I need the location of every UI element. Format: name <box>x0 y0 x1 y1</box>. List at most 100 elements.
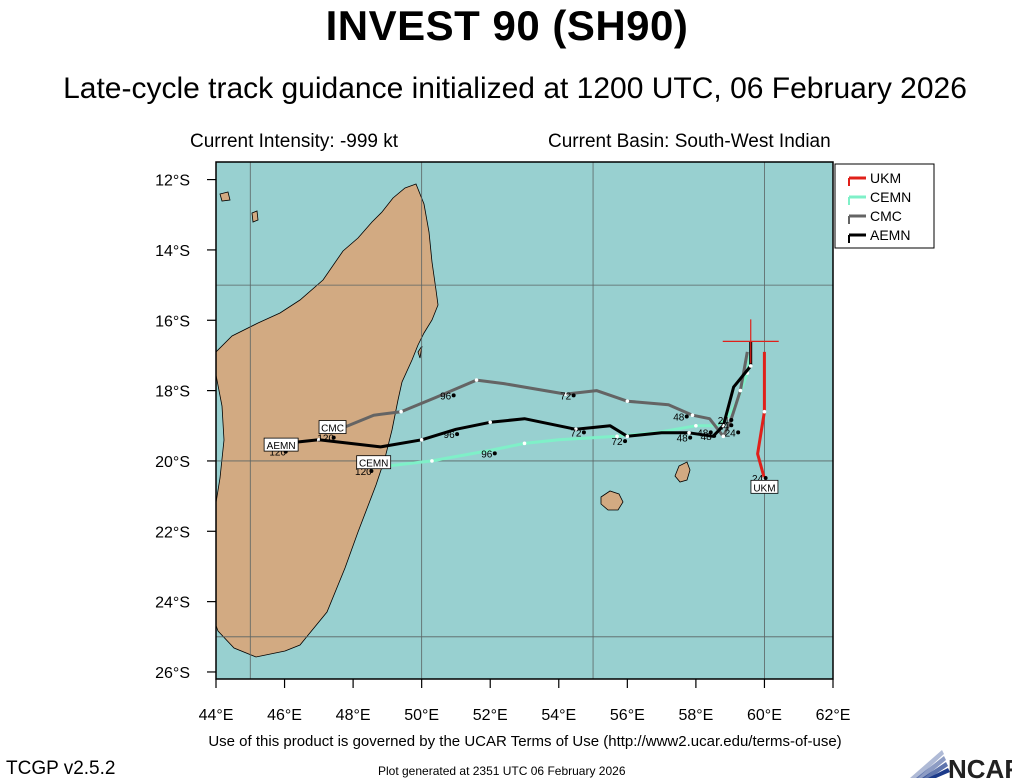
lon-tick-label: 56°E <box>610 707 645 724</box>
lat-tick-label: 24°S <box>155 595 190 612</box>
forecast-hour-dot <box>729 418 734 423</box>
forecast-hour-label: 48 <box>697 428 709 439</box>
forecast-hour-label: 120 <box>355 467 372 478</box>
track-point-aemn <box>488 420 493 425</box>
track-ukm <box>756 351 766 479</box>
lon-tick-label: 46°E <box>267 707 302 724</box>
forecast-hour-label: 120 <box>317 434 334 445</box>
model-end-label: CMC <box>321 424 344 435</box>
current-position-marker <box>722 319 779 364</box>
forecast-hour-dot <box>684 414 689 419</box>
track-aemn <box>284 341 753 449</box>
track-point-aemn <box>748 364 753 368</box>
ncar-logo-text: NCAR <box>948 754 1012 780</box>
track-point-aemn <box>419 438 424 442</box>
track-point-cmc <box>474 378 479 382</box>
forecast-hour-dot <box>763 476 768 481</box>
track-point-aemn <box>625 434 630 439</box>
forecast-hour-label: 48 <box>673 413 685 424</box>
lat-tick-label: 16°S <box>155 313 190 330</box>
mayotte-island <box>251 210 259 223</box>
forecast-hour-dot <box>688 435 693 440</box>
forecast-hour-dot <box>369 469 374 474</box>
lon-tick-label: 50°E <box>404 707 439 724</box>
model-end-label: UKM <box>753 483 775 494</box>
sainte-marie-island <box>417 345 423 359</box>
forecast-hour-label: 72 <box>560 391 572 402</box>
plot-frame <box>215 161 834 680</box>
model-end-label-box <box>318 420 347 434</box>
track-point-cmc <box>399 409 403 414</box>
track-point-aemn <box>317 438 321 442</box>
lat-tick-label: 20°S <box>155 454 190 471</box>
model-end-label: AEMN <box>267 441 296 452</box>
forecast-hour-label: 24 <box>752 474 764 485</box>
current-basin: Current Basin: South-West Indian <box>548 131 831 152</box>
map-title: INVEST 90 (SH90) <box>325 2 689 49</box>
forecast-hour-label: 96 <box>444 430 456 441</box>
forecast-hour-dot <box>455 432 460 437</box>
version-label: TCGP v2.5.2 <box>6 758 116 779</box>
track-point-cmc <box>738 388 743 393</box>
forecast-hour-dot <box>331 435 336 440</box>
track-point-aemn <box>721 423 726 428</box>
lat-tick-label: 18°S <box>155 384 190 401</box>
legend-label-cmc: CMC <box>870 208 902 224</box>
forecast-hour-dot <box>708 430 713 435</box>
track-point-cmc <box>690 413 695 418</box>
track-point-cemn <box>694 423 698 428</box>
reunion-island <box>600 490 624 511</box>
forecast-hour-label: 96 <box>440 391 452 402</box>
lon-tick-label: 54°E <box>541 707 576 724</box>
generated-timestamp: Plot generated at 2351 UTC 06 February 2… <box>378 764 626 778</box>
lat-tick-label: 26°S <box>155 665 190 682</box>
axes: 44°E 46°E 48°E 50°E 52°E 54°E 56°E 58°E 60°E 62°E… <box>155 173 850 724</box>
track-cmc <box>338 351 749 438</box>
forecast-hour-label: 24 <box>718 416 730 427</box>
forecast-hour-dot <box>571 393 576 398</box>
track-point-cemn <box>522 441 527 446</box>
forecast-hour-dot <box>712 433 717 438</box>
track-point-cmc <box>625 399 630 403</box>
forecast-hour-label: 72 <box>611 437 623 448</box>
track-point-cemn <box>430 459 434 463</box>
forecast-hour-dot <box>736 430 741 435</box>
legend: UKM CEMN CMC AEMN <box>834 163 935 249</box>
forecast-hour-label: 96 <box>481 449 493 460</box>
forecast-hour-label: 48 <box>677 434 689 445</box>
legend-label-cemn: CEMN <box>870 189 911 205</box>
forecast-hour-label: 120 <box>269 448 286 459</box>
legend-label-ukm: UKM <box>870 170 901 186</box>
track-layer <box>284 341 767 481</box>
lat-tick-label: 22°S <box>155 524 190 541</box>
lon-tick-label: 44°E <box>199 707 234 724</box>
track-point-aemn <box>687 431 691 435</box>
forecast-hour-dot <box>729 423 734 428</box>
track-point-ukm <box>762 409 767 414</box>
forecast-hour-dot <box>581 430 586 435</box>
forecast-hour-label: 48 <box>701 432 713 443</box>
lon-tick-label: 48°E <box>336 707 371 724</box>
lat-tick-label: 14°S <box>155 243 190 260</box>
forecast-hour-dot <box>492 451 497 456</box>
current-intensity: Current Intensity: -999 kt <box>190 131 399 152</box>
lon-tick-label: 52°E <box>473 707 508 724</box>
forecast-hour-dot <box>451 393 456 398</box>
lon-tick-label: 62°E <box>816 707 851 724</box>
lat-tick-label: 12°S <box>155 173 190 190</box>
comoros-island <box>219 191 231 202</box>
track-point-cmc <box>563 392 568 396</box>
model-end-label-box <box>356 455 392 470</box>
forecast-hour-label: 72 <box>570 428 582 439</box>
forecast-hour-dot <box>623 439 628 444</box>
model-end-label-box <box>750 479 779 494</box>
model-end-label-box <box>263 437 299 452</box>
map-subtitle: Late-cycle track guidance initialized at… <box>63 72 967 105</box>
track-point-aemn <box>574 427 578 432</box>
lon-tick-label: 60°E <box>747 707 782 724</box>
track-point-cmc <box>721 434 726 439</box>
lon-tick-label: 58°E <box>678 707 713 724</box>
mauritius-island <box>674 461 691 483</box>
track-point-cemn <box>615 434 619 439</box>
